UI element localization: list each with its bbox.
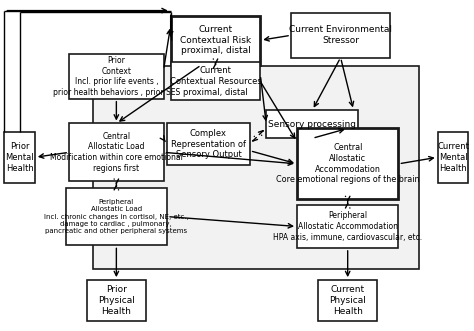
Bar xyxy=(297,128,399,199)
Text: Current
Contextual Risk
proximal, distal: Current Contextual Risk proximal, distal xyxy=(180,25,251,56)
Text: Prior
Context
Incl. prior life events ,
prior health behaviors , prior SES: Prior Context Incl. prior life events , … xyxy=(53,56,180,97)
Bar xyxy=(171,16,260,65)
Bar xyxy=(65,188,167,245)
Bar xyxy=(318,280,377,321)
Bar xyxy=(171,63,260,100)
Bar xyxy=(167,123,250,165)
Bar xyxy=(266,110,358,138)
Text: Peripheral
Allostatic Load
Incl. chronic changes in cortisol, NE, etc.,
damage t: Peripheral Allostatic Load Incl. chronic… xyxy=(44,199,189,234)
Text: Current
Physical
Health: Current Physical Health xyxy=(329,285,366,316)
Text: Peripheral
Allostatic Accommodation
HPA axis, immune, cardiovascular, etc.: Peripheral Allostatic Accommodation HPA … xyxy=(273,211,422,242)
Bar xyxy=(438,132,468,183)
Text: Sensory processing: Sensory processing xyxy=(268,120,356,129)
Text: Complex
Representation of
Sensory Output: Complex Representation of Sensory Output xyxy=(171,129,246,159)
Text: Current
Contextual Resources
proximal, distal: Current Contextual Resources proximal, d… xyxy=(170,66,261,97)
Bar xyxy=(69,123,164,181)
Text: Prior
Mental
Health: Prior Mental Health xyxy=(5,142,34,172)
Text: Current Environmental
Stressor: Current Environmental Stressor xyxy=(289,25,392,45)
Bar xyxy=(291,13,390,58)
Bar xyxy=(297,205,399,248)
Bar xyxy=(93,66,419,268)
Bar xyxy=(4,132,35,183)
Bar xyxy=(87,280,146,321)
Text: Prior
Physical
Health: Prior Physical Health xyxy=(98,285,135,316)
Bar xyxy=(69,54,164,99)
Text: Central
Allostatic Load
Modification within core emotional
regions first: Central Allostatic Load Modification wit… xyxy=(50,132,183,173)
Text: Current
Mental
Health: Current Mental Health xyxy=(437,142,469,172)
Text: Central
Allostatic
Accommodation
Core emotional regions of the brain: Central Allostatic Accommodation Core em… xyxy=(276,143,419,184)
